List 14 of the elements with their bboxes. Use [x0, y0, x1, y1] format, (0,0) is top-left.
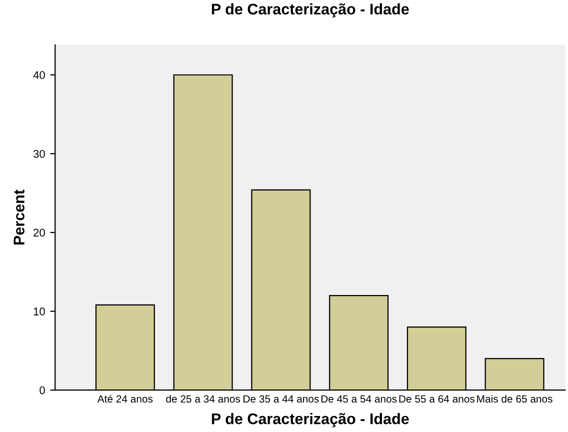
x-tick-label: De 45 a 54 anos [321, 395, 397, 403]
y-tick-label: 20 [34, 228, 45, 237]
chart-title: P de Caracterização - Idade [212, 3, 409, 18]
x-axis-title: P de Caracterização - Idade [212, 413, 409, 428]
y-tick-label: 10 [34, 308, 45, 316]
x-tick-label: de 25 a 34 anos [166, 394, 240, 403]
x-tick-label: De 55 a 64 anos [399, 395, 475, 403]
y-tick-label: 40 [33, 71, 45, 80]
x-tick-label: De 35 a 44 anos [244, 395, 319, 403]
y-tick-label: 30 [33, 150, 45, 158]
x-tick-label: Até 24 anos [97, 394, 153, 403]
y-tick-label: 0 [40, 386, 45, 394]
x-tick-label: Mais de 65 anos [477, 394, 552, 403]
y-axis-title: Percent [14, 190, 24, 245]
